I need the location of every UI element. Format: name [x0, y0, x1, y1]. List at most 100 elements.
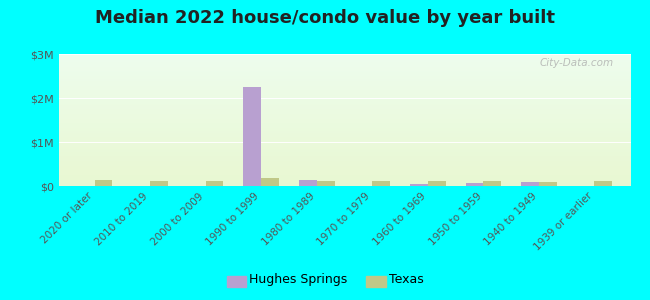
- Bar: [372, 181, 390, 186]
- Bar: [58, 120, 630, 121]
- Bar: [58, 82, 630, 83]
- Bar: [58, 138, 630, 139]
- Bar: [58, 151, 630, 152]
- Bar: [58, 142, 630, 143]
- Bar: [58, 54, 630, 55]
- Bar: [58, 122, 630, 123]
- Bar: [58, 85, 630, 86]
- Bar: [58, 126, 630, 127]
- Text: City-Data.com: City-Data.com: [540, 58, 614, 68]
- Bar: [58, 140, 630, 141]
- Bar: [58, 78, 630, 79]
- Bar: [58, 99, 630, 100]
- Text: Median 2022 house/condo value by year built: Median 2022 house/condo value by year bu…: [95, 9, 555, 27]
- Bar: [58, 98, 630, 99]
- Bar: [58, 92, 630, 93]
- Bar: [58, 154, 630, 155]
- Bar: [58, 183, 630, 184]
- Bar: [58, 65, 630, 66]
- Bar: [58, 134, 630, 135]
- Bar: [244, 87, 261, 186]
- Bar: [58, 182, 630, 183]
- Bar: [58, 177, 630, 178]
- Bar: [594, 181, 612, 186]
- Bar: [58, 131, 630, 132]
- Bar: [58, 181, 630, 182]
- Bar: [539, 182, 556, 186]
- Bar: [58, 93, 630, 94]
- Bar: [58, 79, 630, 80]
- Bar: [150, 181, 168, 186]
- Bar: [58, 147, 630, 148]
- Bar: [58, 57, 630, 58]
- Bar: [58, 146, 630, 147]
- Bar: [58, 66, 630, 67]
- Bar: [58, 89, 630, 90]
- Bar: [58, 163, 630, 164]
- Bar: [484, 182, 501, 186]
- Bar: [58, 88, 630, 89]
- Bar: [58, 82, 630, 83]
- Bar: [58, 83, 630, 84]
- Bar: [58, 139, 630, 140]
- Bar: [58, 121, 630, 122]
- Bar: [58, 164, 630, 165]
- Bar: [58, 185, 630, 186]
- Bar: [428, 181, 445, 186]
- Bar: [317, 181, 335, 186]
- Bar: [58, 81, 630, 82]
- Bar: [58, 96, 630, 97]
- Bar: [58, 155, 630, 156]
- Bar: [58, 87, 630, 88]
- Bar: [58, 168, 630, 169]
- Bar: [58, 73, 630, 74]
- Bar: [58, 114, 630, 115]
- Bar: [58, 141, 630, 142]
- Bar: [58, 156, 630, 157]
- Bar: [58, 162, 630, 163]
- Bar: [58, 80, 630, 81]
- Bar: [58, 75, 630, 76]
- Bar: [58, 58, 630, 59]
- Bar: [58, 127, 630, 128]
- Bar: [58, 136, 630, 137]
- Bar: [58, 143, 630, 144]
- Bar: [58, 178, 630, 179]
- Bar: [58, 77, 630, 78]
- Bar: [58, 60, 630, 61]
- Bar: [58, 174, 630, 175]
- Bar: [58, 97, 630, 98]
- Bar: [58, 184, 630, 185]
- Bar: [58, 71, 630, 72]
- Bar: [58, 170, 630, 171]
- Bar: [58, 59, 630, 60]
- Bar: [58, 169, 630, 170]
- Bar: [58, 106, 630, 107]
- Bar: [58, 119, 630, 120]
- Bar: [58, 103, 630, 104]
- Bar: [58, 101, 630, 102]
- Bar: [58, 130, 630, 131]
- Bar: [58, 158, 630, 159]
- Bar: [58, 180, 630, 181]
- Bar: [58, 167, 630, 168]
- Bar: [58, 100, 630, 101]
- Bar: [58, 105, 630, 106]
- Bar: [58, 171, 630, 172]
- Bar: [58, 133, 630, 134]
- Bar: [58, 69, 630, 70]
- Bar: [58, 68, 630, 69]
- Bar: [58, 107, 630, 108]
- Bar: [58, 102, 630, 103]
- Bar: [465, 183, 484, 186]
- Bar: [95, 180, 112, 186]
- Bar: [58, 135, 630, 136]
- Bar: [58, 108, 630, 109]
- Bar: [58, 74, 630, 75]
- Bar: [58, 86, 630, 87]
- Bar: [58, 62, 630, 63]
- Bar: [58, 61, 630, 62]
- Bar: [58, 94, 630, 95]
- Bar: [58, 159, 630, 160]
- Bar: [58, 166, 630, 167]
